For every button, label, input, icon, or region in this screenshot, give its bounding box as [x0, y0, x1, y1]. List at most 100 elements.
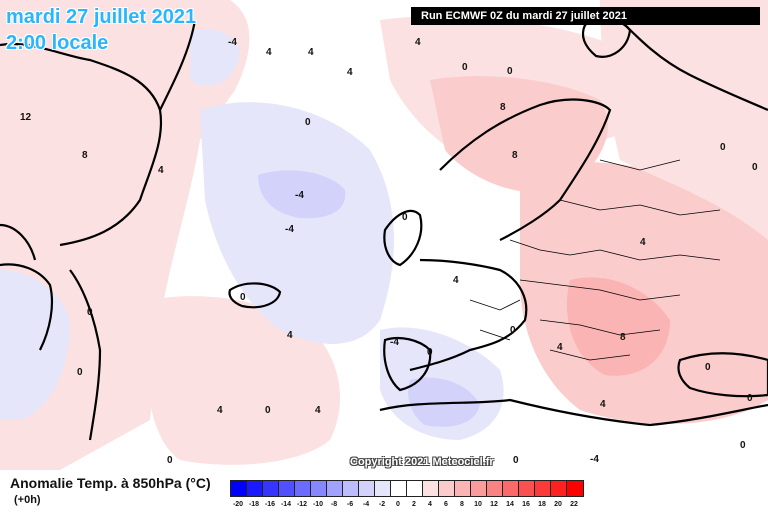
coast-scandinavia [439, 98, 612, 241]
color-scale-label: 18 [538, 501, 546, 508]
warm-region-balkans [566, 277, 670, 376]
color-scale-label: 12 [490, 501, 498, 508]
color-scale-cell [407, 481, 423, 496]
cool-region-greenland-ne [190, 28, 240, 86]
contour-label: 0 [507, 66, 513, 77]
coast-british-isles [383, 209, 423, 267]
color-scale-cell [375, 481, 391, 496]
contour-label: 0 [167, 455, 173, 466]
color-scale-label: 6 [444, 501, 448, 508]
coast-africa [379, 398, 768, 427]
color-scale-cell [567, 481, 583, 496]
coast-europe-mainland [409, 258, 528, 372]
color-scale-label: 16 [522, 501, 530, 508]
contour-label: 4 [347, 67, 353, 78]
contour-label: 4 [266, 47, 272, 58]
contour-label: 0 [87, 307, 93, 318]
contour-label: -4 [295, 190, 304, 201]
contour-label: 0 [402, 212, 408, 223]
contour-label: -4 [390, 337, 399, 348]
color-scale-cell [247, 481, 263, 496]
color-scale-cell [343, 481, 359, 496]
warm-region-mid-atlantic [146, 296, 340, 465]
contour-label: 0 [265, 405, 271, 416]
contour-label: 0 [747, 393, 753, 404]
color-scale-cell [359, 481, 375, 496]
contour-label: -4 [590, 454, 599, 465]
legend-area: Anomalie Temp. à 850hPa (°C) (+0h) -20 -1… [0, 470, 768, 512]
contour-label: 4 [415, 37, 421, 48]
contour-label: 4 [308, 47, 314, 58]
color-scale-cell [231, 481, 247, 496]
color-scale-label: -10 [312, 501, 324, 508]
contour-label: 4 [315, 405, 321, 416]
coast-iceland [228, 282, 282, 309]
contour-label: 8 [500, 102, 506, 113]
cool-region-atlantic-core [258, 170, 346, 219]
color-scale-label: -20 [232, 501, 244, 508]
map-canvas: -4 4 4 0 4 4 0 0 12 8 4 8 8 0 0 0 -4 -4 0 4 0 0 4 0 0 -4 0 4 4 4 0 4 8 4 0… [0, 0, 768, 470]
color-scale-label: 22 [570, 501, 578, 508]
coast-iberia [383, 336, 432, 392]
color-scale-label: -18 [248, 501, 260, 508]
contour-label: 0 [510, 325, 516, 336]
color-scale-cell [455, 481, 471, 496]
contour-label: 0 [77, 367, 83, 378]
contour-label: 8 [620, 332, 626, 343]
legend-subtitle: (+0h) [14, 494, 41, 506]
color-scale-label: -4 [362, 501, 370, 508]
color-scale-label: -16 [264, 501, 276, 508]
contour-label: 0 [752, 162, 758, 173]
contour-label: 4 [640, 237, 646, 248]
color-scale-cell [551, 481, 567, 496]
color-scale-label: 14 [506, 501, 514, 508]
color-scale-cell [487, 481, 503, 496]
color-scale-label: -12 [296, 501, 308, 508]
contour-label: 4 [557, 342, 563, 353]
coastlines [0, 17, 768, 441]
coast-canada [0, 263, 102, 441]
contour-label: 8 [82, 150, 88, 161]
contour-label: 4 [287, 330, 293, 341]
color-scale-cell [263, 481, 279, 496]
color-scale-cell [503, 481, 519, 496]
color-scale-cell [535, 481, 551, 496]
map-date-title: mardi 27 juillet 2021 [6, 6, 197, 28]
color-scale-label: 8 [460, 501, 464, 508]
contour-label: -4 [285, 224, 294, 235]
coast-turkey [677, 352, 768, 398]
contour-label: -4 [228, 37, 237, 48]
color-scale-label: 10 [474, 501, 482, 508]
contour-label: 4 [600, 399, 606, 410]
color-scale-cell [471, 481, 487, 496]
color-scale-label: -8 [330, 501, 338, 508]
contour-label: 4 [217, 405, 223, 416]
contour-label: 0 [513, 455, 519, 466]
color-scale-label: 2 [412, 501, 416, 508]
color-scale-label: 4 [428, 501, 432, 508]
contour-label: 0 [705, 362, 711, 373]
contour-label: 0 [305, 117, 311, 128]
coast-greenland-east [159, 19, 197, 111]
color-scale-label: -14 [280, 501, 292, 508]
coast-russia-north [619, 19, 768, 112]
color-scale-cell [519, 481, 535, 496]
color-scale-label: -2 [378, 501, 386, 508]
contour-label: 0 [462, 62, 468, 73]
contour-label: 0 [240, 292, 246, 303]
legend-title: Anomalie Temp. à 850hPa (°C) [10, 475, 211, 491]
map-time-title: 2:00 locale [6, 32, 109, 54]
contour-label: 0 [720, 142, 726, 153]
color-scale-cell [391, 481, 407, 496]
contour-label: 8 [512, 150, 518, 161]
border-lines-europe [469, 159, 721, 361]
color-scale-cell [279, 481, 295, 496]
color-scale-cell [295, 481, 311, 496]
contour-label: 12 [20, 112, 32, 123]
contour-label: 0 [427, 347, 433, 358]
color-scale-cell [439, 481, 455, 496]
coast-baffin [0, 223, 37, 261]
contour-label: 4 [158, 165, 164, 176]
warm-region-eastern-europe [520, 161, 768, 424]
color-scale-label: 0 [396, 501, 400, 508]
